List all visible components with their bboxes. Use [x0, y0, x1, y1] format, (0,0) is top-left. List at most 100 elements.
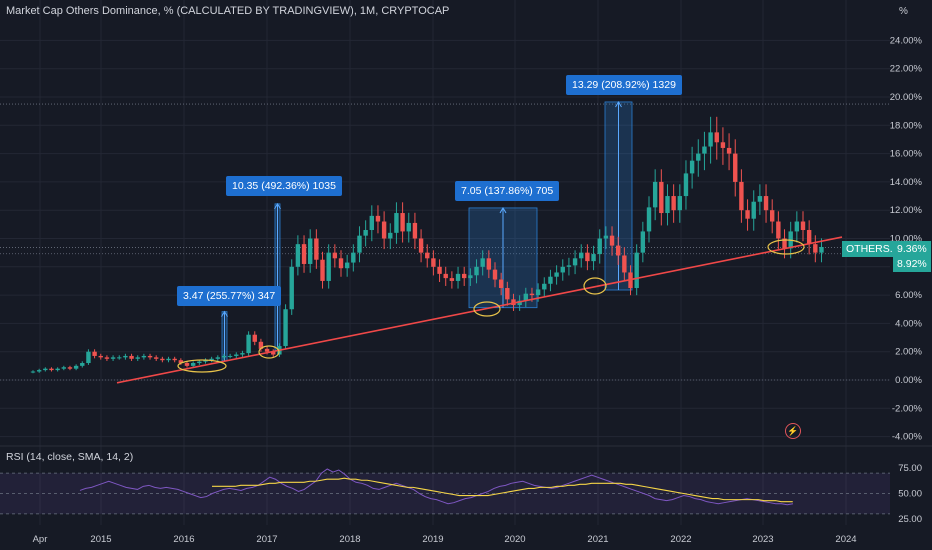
candle-body	[412, 222, 418, 239]
candle-body	[535, 289, 541, 296]
candle-body	[745, 210, 750, 219]
measure-label-1[interactable]: 3.47 (255.77%) 347	[177, 286, 282, 306]
candle-body	[474, 266, 479, 276]
candle-body	[271, 351, 276, 355]
candle-body	[141, 355, 147, 358]
candle-body	[770, 210, 775, 222]
candle-body	[55, 368, 60, 371]
measure-arrowhead	[274, 202, 281, 210]
candle-body	[757, 196, 763, 202]
candle-body	[30, 371, 36, 373]
y-tick-label: 2.00%	[895, 347, 922, 358]
y-tick-label: 20.00%	[890, 92, 923, 103]
candle-body	[739, 181, 744, 211]
candle-body	[714, 132, 719, 143]
candle-body	[418, 238, 424, 253]
candle-body	[622, 255, 627, 273]
rsi-indicator-title[interactable]: RSI (14, close, SMA, 14, 2)	[6, 451, 134, 463]
candle-body	[43, 368, 48, 371]
candle-body	[240, 353, 245, 355]
candle-body	[480, 258, 485, 267]
candle-body	[806, 230, 812, 245]
candle-body	[425, 252, 430, 259]
candle-body	[227, 355, 233, 357]
candle-body	[462, 273, 467, 279]
candle-body	[289, 266, 294, 310]
y-tick-label: 6.00%	[895, 290, 922, 301]
candle-body	[659, 181, 664, 214]
candle-body	[813, 244, 818, 253]
candle-body	[406, 222, 411, 232]
candle-body	[665, 196, 670, 214]
candle-body	[609, 235, 615, 246]
candle-body	[98, 355, 103, 358]
candle-body	[344, 262, 350, 269]
candle-body	[209, 358, 214, 361]
rsi-line	[79, 468, 794, 506]
measure-label-4[interactable]: 13.29 (208.92%) 1329	[566, 75, 682, 95]
candle-body	[117, 357, 122, 359]
events-lightning-icon[interactable]: ⚡	[785, 423, 801, 439]
candle-body	[486, 258, 492, 270]
y-tick-label: -2.00%	[892, 403, 923, 414]
candle-body	[110, 357, 116, 359]
x-tick-label: 2020	[504, 534, 525, 545]
candle-body	[529, 293, 535, 296]
candle-body	[375, 215, 381, 222]
candle-body	[129, 355, 134, 359]
candle-body	[314, 238, 319, 260]
y-tick-label: 22.00%	[890, 64, 923, 75]
x-tick-label: 2024	[835, 534, 856, 545]
ticker-badge[interactable]: OTHERS.D	[842, 241, 905, 257]
y-tick-label: 14.00%	[890, 177, 923, 188]
x-tick-label: 2015	[90, 534, 111, 545]
candle-body	[585, 252, 590, 262]
candle-body	[123, 355, 128, 358]
candle-body	[92, 351, 97, 356]
candle-body	[468, 275, 473, 279]
candle-body	[246, 334, 251, 354]
touch-point-ellipse	[258, 345, 280, 359]
candle-body	[369, 215, 374, 231]
candle-body	[800, 221, 806, 231]
candle-body	[308, 238, 313, 264]
candle-body	[73, 365, 79, 369]
candle-body	[381, 221, 387, 239]
candle-body	[320, 259, 325, 281]
candle-body	[683, 173, 689, 197]
y-tick-label: 0.00%	[895, 375, 922, 386]
measure-arrowhead	[221, 310, 228, 317]
candle-body	[203, 360, 208, 362]
measure-arrowhead	[615, 100, 622, 108]
candle-body	[696, 153, 701, 161]
candle-body	[388, 232, 393, 239]
candle-body	[104, 357, 110, 359]
candle-body	[603, 235, 609, 239]
candle-body	[616, 245, 621, 256]
candle-body	[449, 278, 455, 281]
candle-body	[591, 254, 596, 262]
candle-body	[215, 357, 220, 359]
candle-body	[184, 363, 190, 366]
touch-point-ellipse	[583, 277, 607, 295]
candle-body	[221, 355, 227, 358]
candle-body	[782, 238, 787, 249]
y-tick-label: 4.00%	[895, 318, 922, 329]
candle-body	[283, 309, 288, 347]
y-tick-label: 10.00%	[890, 234, 923, 245]
candle-body	[794, 221, 800, 232]
candle-body	[677, 196, 682, 211]
candle-body	[431, 258, 436, 267]
candle-body	[61, 367, 66, 369]
candle-body	[154, 357, 159, 359]
candle-body	[135, 357, 140, 359]
candle-body	[264, 348, 270, 352]
candle-body	[80, 363, 85, 366]
candle-body	[498, 279, 504, 289]
x-tick-label: 2016	[173, 534, 194, 545]
measure-label-2[interactable]: 10.35 (492.36%) 1035	[226, 176, 342, 196]
candle-body	[640, 231, 646, 253]
candle-body	[702, 146, 707, 154]
measure-label-3[interactable]: 7.05 (137.86%) 705	[455, 181, 560, 201]
